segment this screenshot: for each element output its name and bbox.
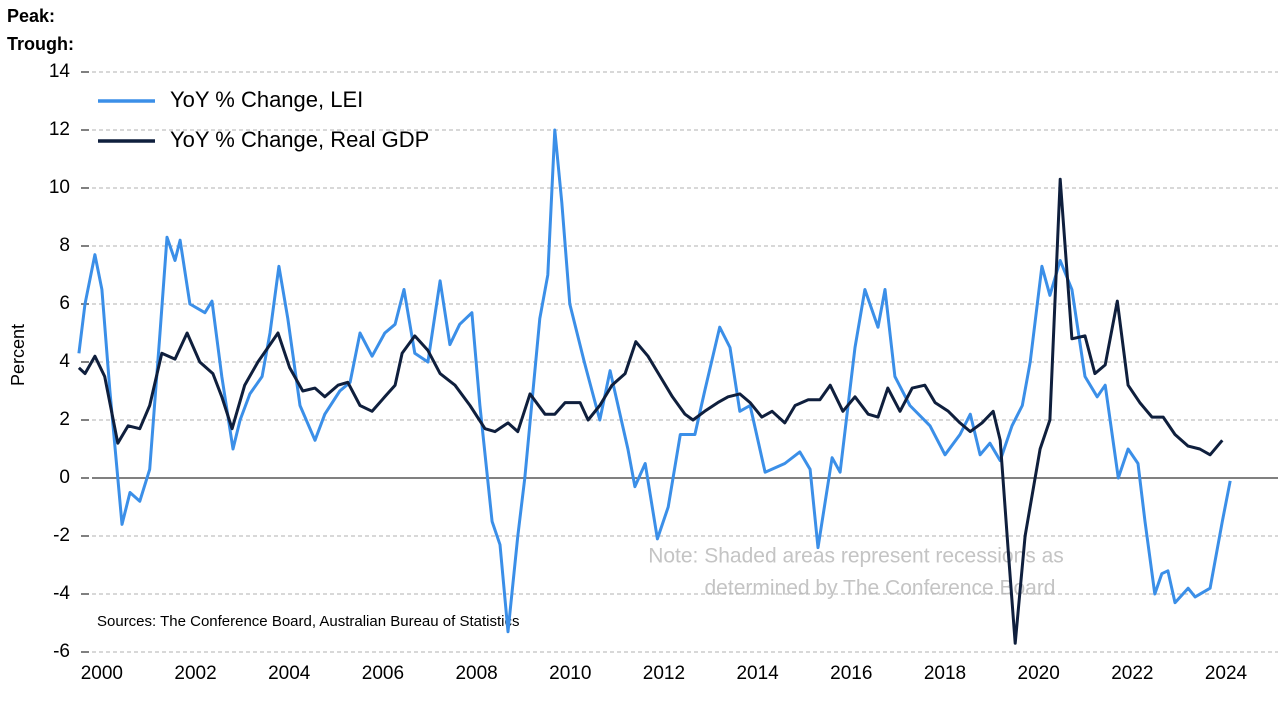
- x-tick-label: 2022: [1111, 663, 1153, 684]
- x-tick-label: 2020: [1018, 663, 1060, 684]
- legend-label: YoY % Change, Real GDP: [170, 127, 429, 152]
- x-tick-label: 2006: [362, 663, 404, 684]
- x-tick-label: 2002: [174, 663, 216, 684]
- y-tick-label: 2: [59, 409, 70, 430]
- x-tick-label: 2016: [830, 663, 872, 684]
- y-tick-label: 4: [59, 351, 70, 372]
- y-axis-label: Percent: [8, 324, 28, 386]
- sources: Sources: The Conference Board, Australia…: [97, 613, 519, 630]
- y-tick-label: -6: [53, 641, 70, 662]
- grid: [92, 71, 1278, 653]
- x-tick-label: 2014: [736, 663, 779, 684]
- peak-label: Peak:: [7, 6, 55, 26]
- y-tick-label: -4: [53, 583, 70, 604]
- y-tick-label: 6: [59, 293, 70, 314]
- y-tick-label: 12: [49, 119, 70, 140]
- series-line: [77, 128, 1232, 634]
- series-line: [77, 177, 1224, 645]
- note: Note: Shaded areas represent recessions …: [648, 545, 1064, 568]
- y-tick-label: -2: [53, 525, 70, 546]
- note: determined by The Conference Board: [705, 577, 1056, 600]
- y-tick-label: 0: [59, 467, 70, 488]
- x-tick-label: 2008: [455, 663, 497, 684]
- y-tick-label: 10: [49, 177, 70, 198]
- x-tick-label: 2024: [1205, 663, 1248, 684]
- legend-label: YoY % Change, LEI: [170, 87, 363, 112]
- trough-label: Trough:: [7, 34, 74, 54]
- x-tick-label: 2018: [924, 663, 966, 684]
- y-tick-label: 8: [59, 235, 70, 256]
- x-tick-label: 2012: [643, 663, 685, 684]
- y-tick-label: 14: [49, 61, 71, 82]
- x-tick-label: 2000: [81, 663, 123, 684]
- x-tick-label: 2004: [268, 663, 311, 684]
- x-tick-label: 2010: [549, 663, 591, 684]
